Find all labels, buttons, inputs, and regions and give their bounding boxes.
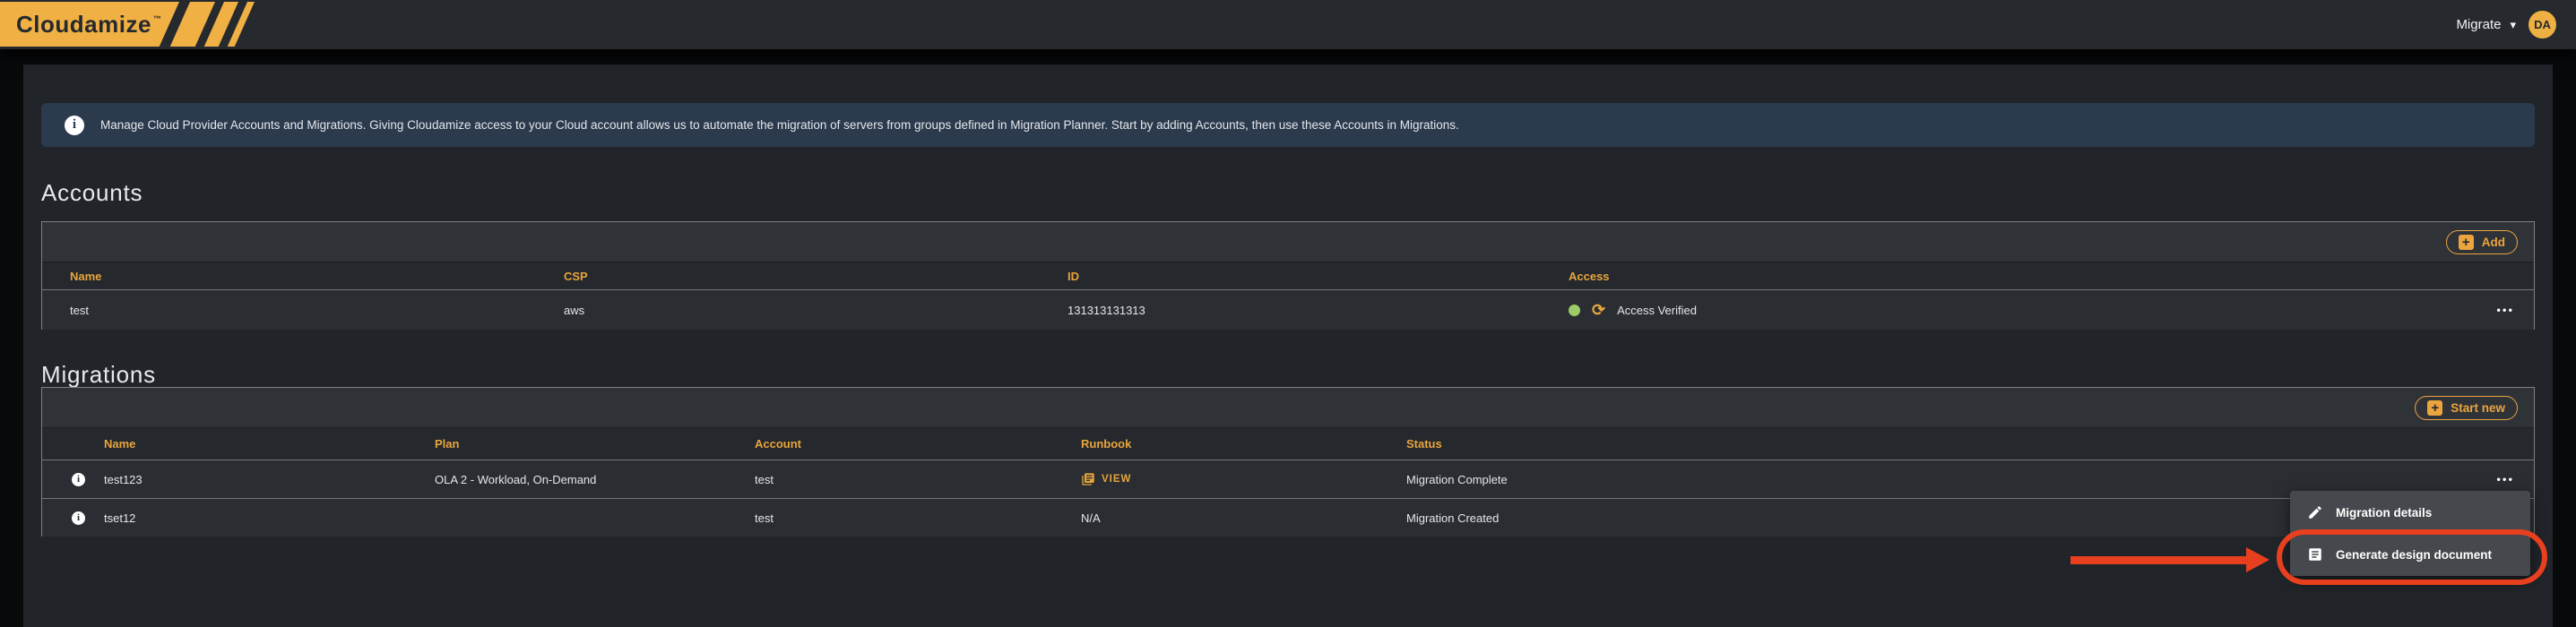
migrations-table-header: Name Plan Account Runbook Status xyxy=(42,428,2534,460)
column-header-csp: CSP xyxy=(564,269,588,283)
info-icon: i xyxy=(65,115,84,135)
column-header-status: Status xyxy=(1406,437,1442,451)
pencil-icon xyxy=(2309,506,2321,519)
start-new-migration-button[interactable]: + Start new xyxy=(2415,395,2518,420)
migration-plan-cell: OLA 2 - Workload, On-Demand xyxy=(435,472,597,486)
info-icon[interactable]: i xyxy=(72,511,85,525)
migration-status-cell: Migration Created xyxy=(1406,511,1500,525)
top-navbar: Cloudamize ™ Migrate ▾ DA xyxy=(0,0,2576,49)
access-status-dot xyxy=(1569,304,1580,316)
migrate-menu[interactable]: Migrate ▾ xyxy=(2456,17,2516,32)
migration-account-cell: test xyxy=(755,472,774,486)
account-access-cell: ⟳ Access Verified xyxy=(1569,302,2534,318)
account-table-row[interactable]: test aws 131313131313 ⟳ Access Verified … xyxy=(42,289,2534,330)
menu-item-generate-design-document[interactable]: Generate design document xyxy=(2290,534,2530,576)
column-header-access: Access xyxy=(1569,269,1610,283)
column-header-name: Name xyxy=(104,437,136,451)
column-header-runbook: Runbook xyxy=(1081,437,1132,451)
accounts-panel: + Add Name CSP ID Access test aws 131313… xyxy=(41,221,2535,330)
refresh-access-icon[interactable]: ⟳ xyxy=(1592,301,1606,319)
accounts-table-header: Name CSP ID Access xyxy=(42,262,2534,289)
info-banner-text: Manage Cloud Provider Accounts and Migra… xyxy=(100,118,1459,132)
plus-icon: + xyxy=(2427,399,2443,416)
account-name-cell: test xyxy=(70,303,89,317)
document-icon xyxy=(2309,548,2321,561)
migrate-menu-label: Migrate xyxy=(2456,17,2502,32)
user-avatar[interactable]: DA xyxy=(2528,11,2556,39)
more-options-icon[interactable]: ••• xyxy=(2496,472,2514,486)
view-link-label: VIEW xyxy=(1102,474,1132,485)
migration-account-cell: test xyxy=(755,511,774,525)
menu-item-label: Generate design document xyxy=(2336,547,2493,562)
access-status-text: Access Verified xyxy=(1617,303,1697,317)
arrow-shaft xyxy=(2070,556,2246,564)
migration-status-cell: Migration Complete xyxy=(1406,472,1508,486)
row-context-menu: Migration details Generate design docume… xyxy=(2290,491,2530,576)
accounts-section-title: Accounts xyxy=(41,179,143,206)
plus-icon: + xyxy=(2458,234,2474,250)
migration-runbook-cell: N/A xyxy=(1081,511,1101,525)
runbook-icon xyxy=(1082,473,1094,485)
main-content: i Manage Cloud Provider Accounts and Mig… xyxy=(23,64,2553,627)
chevron-down-icon: ▾ xyxy=(2510,17,2516,31)
account-csp-cell: aws xyxy=(564,303,585,317)
start-new-button-label: Start new xyxy=(2451,400,2505,415)
migrations-toolbar: + Start new xyxy=(42,388,2534,428)
accounts-toolbar: + Add xyxy=(42,222,2534,262)
migrations-section-title: Migrations xyxy=(41,361,156,388)
migration-name-cell: tset12 xyxy=(104,511,136,525)
column-header-name: Name xyxy=(70,269,102,283)
column-header-id: ID xyxy=(1068,269,1079,283)
arrow-head xyxy=(2246,547,2269,572)
info-banner: i Manage Cloud Provider Accounts and Mig… xyxy=(41,103,2535,147)
migration-table-row[interactable]: i test123 OLA 2 - Workload, On-Demand te… xyxy=(42,460,2534,498)
column-header-plan: Plan xyxy=(435,437,460,451)
add-account-button[interactable]: + Add xyxy=(2445,229,2518,254)
migration-table-row[interactable]: i tset12 test N/A Migration Created xyxy=(42,498,2534,537)
migration-name-cell: test123 xyxy=(104,472,143,486)
add-button-label: Add xyxy=(2481,235,2505,249)
migrations-panel: + Start new Name Plan Account Runbook St… xyxy=(41,387,2535,537)
account-id-cell: 131313131313 xyxy=(1068,303,1145,317)
trademark-symbol: ™ xyxy=(152,13,162,23)
menu-item-migration-details[interactable]: Migration details xyxy=(2290,492,2530,534)
cloudamize-logo[interactable]: Cloudamize ™ xyxy=(16,0,161,49)
info-icon[interactable]: i xyxy=(72,472,85,486)
runbook-view-link[interactable]: VIEW xyxy=(1081,472,1406,486)
more-options-icon[interactable]: ••• xyxy=(2496,303,2514,317)
menu-item-label: Migration details xyxy=(2336,505,2433,520)
logo-wordmark: Cloudamize xyxy=(16,11,151,38)
column-header-account: Account xyxy=(755,437,801,451)
